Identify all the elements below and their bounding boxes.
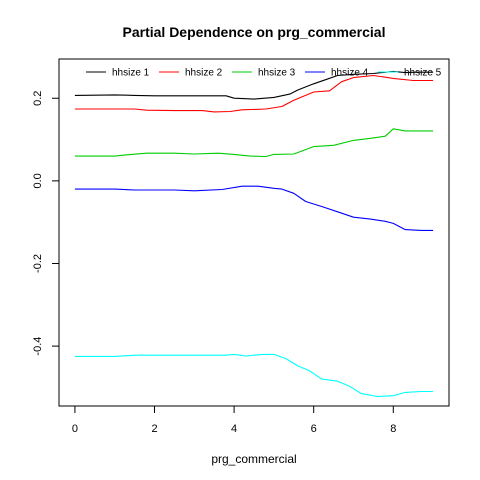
series-line-3	[74, 128, 434, 158]
x-tick-label: 2	[151, 423, 157, 435]
legend-label-5: hhsize 5	[404, 68, 442, 79]
x-tick-label: 0	[72, 423, 78, 435]
y-tick-label: 0.2	[32, 91, 44, 106]
x-tick-label: 6	[311, 423, 317, 435]
x-axis: 0 2 4 6 8	[72, 405, 396, 435]
y-axis: -0.4 -0.2 0.0 0.2	[32, 91, 60, 356]
x-tick-label: 8	[390, 423, 396, 435]
legend: hhsize 1 hhsize 2 hhsize 3 hhsize 4 hhsize 5	[86, 68, 442, 79]
y-tick-label: 0.0	[32, 173, 44, 188]
y-tick-label: -0.4	[32, 337, 44, 356]
legend-label-4: hhsize 4	[331, 68, 369, 79]
x-tick-label: 4	[231, 423, 237, 435]
series-line-4	[74, 185, 434, 231]
legend-label-1: hhsize 1	[112, 68, 150, 79]
legend-label-2: hhsize 2	[185, 68, 223, 79]
y-tick-label: -0.2	[32, 254, 44, 273]
chart-title: Partial Dependence on prg_commercial	[123, 24, 386, 40]
legend-label-3: hhsize 3	[258, 68, 296, 79]
plot-frame	[58, 58, 450, 407]
series-line-2	[74, 74, 434, 113]
series-layer	[74, 70, 434, 398]
series-line-5	[74, 353, 434, 398]
x-axis-label: prg_commercial	[211, 452, 296, 466]
